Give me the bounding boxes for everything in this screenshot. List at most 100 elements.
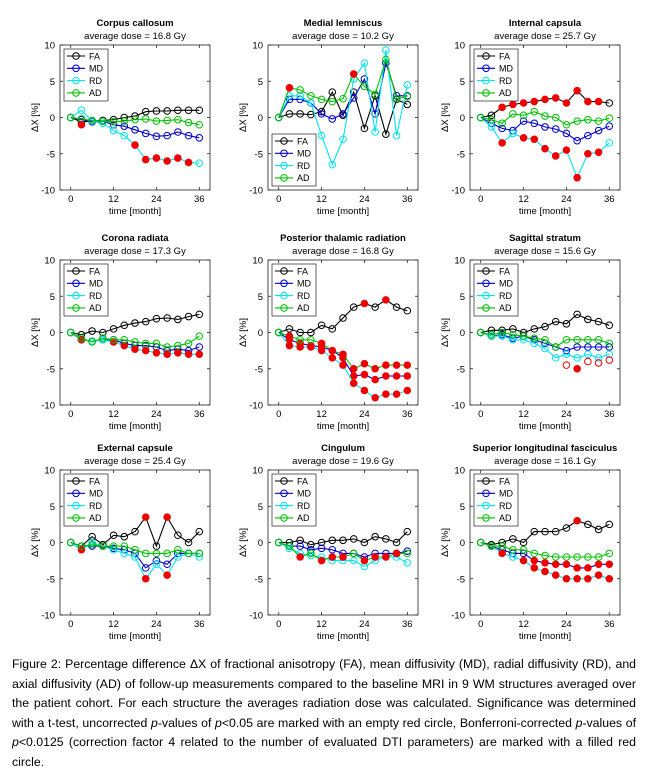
- point-md: [317, 544, 326, 553]
- legend-box: [473, 473, 519, 527]
- point-md: [562, 129, 571, 138]
- significance-marker-filled: [594, 148, 603, 157]
- legend-marker-ad: [482, 514, 490, 522]
- point-fa: [487, 326, 496, 335]
- point-ad: [382, 55, 390, 64]
- x-tick-label: 0: [478, 619, 483, 630]
- point-md: [163, 131, 171, 140]
- y-axis-label: ΔX [%]: [238, 318, 249, 347]
- point-md: [530, 119, 539, 128]
- legend-marker-md: [280, 489, 288, 498]
- point-rd: [131, 553, 139, 561]
- point-fa: [285, 110, 294, 118]
- y-tick-label: 0: [460, 328, 465, 339]
- significance-marker-filled: [605, 574, 614, 583]
- significance-marker-filled: [551, 571, 560, 579]
- series-line-ad: [70, 332, 200, 348]
- series-line-fa: [70, 515, 200, 548]
- significance-marker-filled: [152, 154, 161, 162]
- point-fa: [88, 532, 96, 541]
- point-fa: [184, 312, 193, 321]
- legend: FA MD RD AD: [473, 473, 519, 527]
- y-tick-label: -5: [47, 149, 55, 160]
- point-ad: [66, 538, 75, 547]
- legend-marker-fa: [482, 477, 490, 485]
- legend-box: [271, 473, 317, 527]
- x-tick-label: 0: [276, 619, 281, 630]
- legend-label: AD: [499, 513, 512, 523]
- point-rd: [152, 560, 161, 569]
- x-tick-label: 0: [276, 194, 281, 205]
- x-tick-label: 24: [151, 409, 162, 420]
- x-tick-label: 36: [604, 194, 615, 205]
- point-ad: [562, 120, 571, 129]
- legend-marker-ad: [280, 514, 288, 522]
- legend: FA MD RD AD: [271, 133, 317, 187]
- point-md: [584, 131, 592, 140]
- point-fa: [562, 320, 571, 328]
- legend-marker-rd: [280, 501, 288, 510]
- significance-marker-filled: [349, 364, 358, 373]
- y-tick-label: 10: [44, 466, 55, 477]
- chart-subtitle: average dose = 10.2 Gy: [292, 31, 394, 42]
- point-ad: [403, 549, 412, 558]
- point-fa: [371, 303, 379, 311]
- point-ad: [66, 113, 75, 122]
- legend-box: [63, 48, 109, 102]
- figure-grid: Corpus callosum average dose = 16.8 Gy -10…: [30, 18, 621, 642]
- legend-marker-md: [482, 279, 490, 288]
- series-line-ad: [70, 116, 200, 126]
- point-ad: [88, 540, 96, 549]
- y-tick-label: -10: [41, 611, 55, 622]
- significance-marker-filled: [584, 574, 592, 583]
- significance-marker-filled: [174, 349, 182, 357]
- legend-marker-md: [482, 489, 490, 498]
- significance-marker-filled: [562, 99, 571, 107]
- point-ad: [109, 542, 118, 550]
- point-rd: [530, 339, 539, 348]
- legend-marker-ad: [72, 304, 80, 312]
- x-tick-label: 36: [604, 409, 615, 420]
- point-fa: [120, 321, 129, 330]
- chart-title: Medial lemniscus: [304, 18, 383, 29]
- significance-marker-filled: [371, 375, 379, 384]
- caption-italic-p: p: [575, 715, 583, 730]
- chart-panel: Sagittal stratum average dose = 15.6 Gy -1…: [440, 233, 621, 432]
- legend: FA MD RD AD: [63, 473, 109, 527]
- y-tick-label: 10: [44, 256, 55, 267]
- point-md: [551, 125, 560, 133]
- x-tick-label: 12: [108, 409, 119, 420]
- point-rd: [573, 354, 581, 362]
- x-axis-label: time [month]: [109, 631, 161, 642]
- significance-marker-filled: [339, 350, 347, 359]
- point-ad: [509, 330, 517, 339]
- y-tick-label: -5: [255, 149, 263, 160]
- point-fa: [307, 540, 315, 549]
- legend-marker-md: [72, 279, 80, 288]
- point-fa: [530, 325, 539, 333]
- point-ad: [174, 341, 182, 350]
- point-md: [152, 132, 161, 141]
- significance-marker-filled: [594, 571, 603, 579]
- significance-marker-filled: [184, 350, 193, 359]
- significance-marker-filled: [573, 574, 581, 583]
- legend-label: FA: [297, 136, 308, 146]
- point-ad: [541, 112, 549, 120]
- legend-box: [271, 133, 317, 187]
- caption-text: Figure 2: Percentage difference ΔX of fr…: [12, 657, 636, 730]
- point-ad: [498, 328, 506, 337]
- series-line-fa: [278, 90, 408, 137]
- significance-marker-filled: [392, 361, 401, 369]
- y-tick-label: 10: [252, 41, 263, 52]
- point-rd: [120, 549, 129, 558]
- significance-marker-filled: [317, 556, 326, 565]
- point-fa: [562, 524, 571, 532]
- significance-marker-filled: [530, 97, 539, 106]
- y-tick-label: 5: [460, 502, 465, 513]
- point-md: [605, 122, 614, 130]
- point-fa: [487, 111, 496, 120]
- y-tick-label: -5: [47, 364, 55, 375]
- significance-marker-filled: [530, 135, 539, 144]
- x-axis-label: time [month]: [109, 206, 161, 217]
- series-line-fa: [278, 531, 408, 546]
